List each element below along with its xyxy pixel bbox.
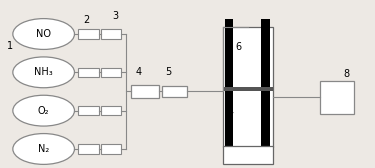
Text: 3: 3	[112, 11, 118, 21]
Bar	[261, 19, 270, 152]
Bar	[78, 106, 99, 115]
Text: O₂: O₂	[38, 106, 50, 116]
Bar	[100, 144, 121, 154]
Ellipse shape	[13, 19, 75, 49]
Bar	[225, 19, 233, 152]
Ellipse shape	[13, 57, 75, 88]
Ellipse shape	[13, 95, 75, 126]
Text: 1: 1	[7, 41, 13, 51]
Ellipse shape	[13, 134, 75, 164]
Bar	[130, 85, 159, 98]
Bar	[78, 29, 99, 39]
Text: 6: 6	[235, 42, 241, 52]
Bar	[223, 146, 273, 164]
Text: 8: 8	[343, 69, 350, 79]
Text: 7: 7	[227, 112, 234, 122]
Bar	[100, 106, 121, 115]
Bar	[100, 68, 121, 77]
Text: NO: NO	[36, 29, 51, 39]
Text: 2: 2	[83, 15, 89, 25]
Bar	[162, 86, 187, 97]
Text: NH₃: NH₃	[34, 67, 53, 77]
Text: 4: 4	[135, 67, 141, 76]
Text: 5: 5	[165, 67, 171, 76]
Text: N₂: N₂	[38, 144, 49, 154]
Bar	[223, 87, 273, 92]
Bar	[320, 81, 354, 114]
Bar	[223, 27, 273, 147]
Bar	[78, 68, 99, 77]
Bar	[100, 29, 121, 39]
Bar	[78, 144, 99, 154]
